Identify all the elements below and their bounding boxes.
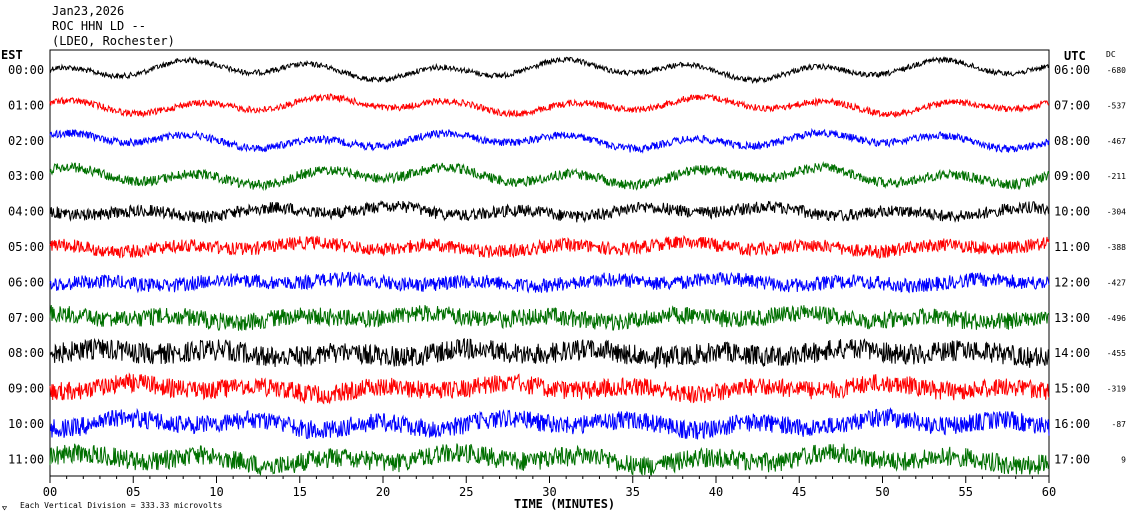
trace-row-08:00 [49, 337, 1050, 370]
est-row-label: 11:00 [8, 452, 44, 466]
trace-row-03:00 [49, 161, 1050, 192]
x-tick-label: 15 [293, 485, 307, 499]
dc-row-value: -87 [1112, 420, 1127, 429]
location-label: (LDEO, Rochester) [52, 34, 175, 48]
est-row-label: 03:00 [8, 169, 44, 183]
est-axis-label: EST [1, 48, 23, 62]
est-row-label: 08:00 [8, 346, 44, 360]
x-tick-label: 55 [959, 485, 973, 499]
footer-mark-icon: ⦡ [2, 503, 7, 512]
est-row-label: 05:00 [8, 240, 44, 254]
x-tick-label: 45 [792, 485, 806, 499]
x-axis-title: TIME (MINUTES) [514, 497, 615, 511]
dc-row-value: 9 [1121, 455, 1126, 464]
trace-row-06:00 [49, 271, 1050, 294]
trace-row-02:00 [49, 127, 1050, 154]
traces-group [49, 56, 1050, 477]
dc-row-value: -211 [1107, 172, 1126, 181]
est-row-label: 00:00 [8, 63, 44, 77]
dc-row-value: -455 [1107, 349, 1126, 358]
x-ticks-group: 00 05 10 15 20 25 30 35 40 45 50 55 60 [43, 476, 1056, 499]
dc-row-value: -496 [1107, 314, 1126, 323]
x-tick-label: 30 [542, 485, 556, 499]
est-row-label: 09:00 [8, 382, 44, 396]
utc-row-label: 15:00 [1054, 382, 1090, 396]
x-tick-label: 60 [1042, 485, 1056, 499]
est-row-label: 02:00 [8, 134, 44, 148]
x-tick-label: 10 [209, 485, 223, 499]
trace-row-01:00 [49, 92, 1050, 118]
date-label: Jan23,2026 [52, 4, 124, 18]
x-tick-label: 40 [709, 485, 723, 499]
utc-row-label: 07:00 [1054, 98, 1090, 112]
dc-row-value: -427 [1107, 278, 1126, 287]
trace-row-05:00 [49, 234, 1050, 259]
trace-row-10:00 [49, 407, 1050, 440]
dc-row-value: -680 [1107, 66, 1126, 75]
est-row-label: 07:00 [8, 311, 44, 325]
dc-axis-label: DC [1106, 50, 1116, 59]
utc-row-label: 13:00 [1054, 311, 1090, 325]
vertical-scale-note: Each Vertical Division = 333.33 microvol… [20, 501, 222, 510]
utc-row-label: 09:00 [1054, 169, 1090, 183]
station-label: ROC HHN LD -- [52, 19, 146, 33]
utc-row-label: 17:00 [1054, 452, 1090, 466]
est-row-label: 06:00 [8, 275, 44, 289]
dc-row-value: -319 [1107, 385, 1126, 394]
row-labels-group: 00:00 06:00 -680 01:00 07:00 -537 02:00 08:00 -4… [8, 63, 1126, 466]
trace-row-00:00 [49, 56, 1050, 85]
x-tick-label: 50 [875, 485, 889, 499]
utc-row-label: 06:00 [1054, 63, 1090, 77]
trace-row-04:00 [49, 199, 1050, 224]
x-tick-label: 25 [459, 485, 473, 499]
x-tick-label: 20 [376, 485, 390, 499]
est-row-label: 04:00 [8, 205, 44, 219]
trace-row-07:00 [49, 304, 1050, 331]
utc-row-label: 10:00 [1054, 205, 1090, 219]
utc-row-label: 08:00 [1054, 134, 1090, 148]
est-row-label: 01:00 [8, 98, 44, 112]
x-tick-label: 05 [126, 485, 140, 499]
x-tick-label: 00 [43, 485, 57, 499]
utc-axis-label: UTC [1064, 49, 1086, 63]
utc-row-label: 16:00 [1054, 417, 1090, 431]
dc-row-value: -467 [1107, 137, 1126, 146]
x-tick-label: 35 [626, 485, 640, 499]
trace-row-11:00 [49, 443, 1050, 477]
utc-row-label: 14:00 [1054, 346, 1090, 360]
est-row-label: 10:00 [8, 417, 44, 431]
dc-row-value: -537 [1107, 101, 1126, 110]
trace-row-09:00 [49, 372, 1050, 405]
utc-row-label: 11:00 [1054, 240, 1090, 254]
utc-row-label: 12:00 [1054, 275, 1090, 289]
dc-row-value: -388 [1107, 243, 1126, 252]
dc-row-value: -304 [1107, 208, 1126, 217]
